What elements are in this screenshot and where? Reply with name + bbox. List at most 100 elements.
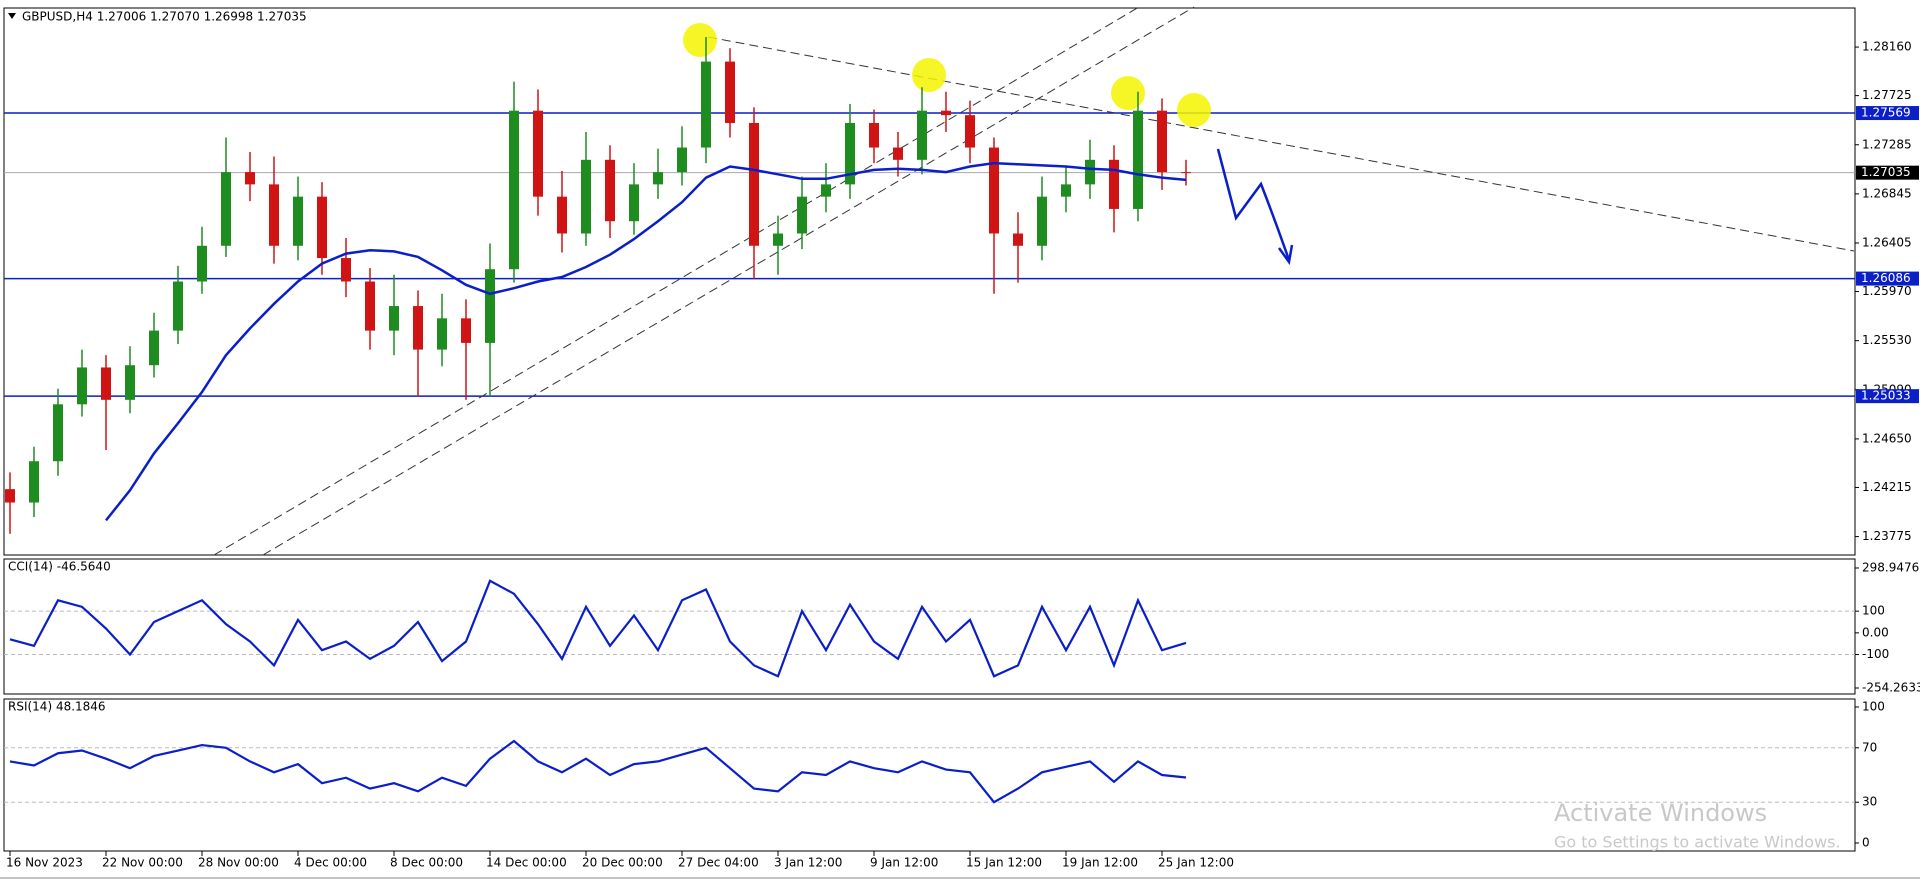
- candle-body: [317, 196, 327, 259]
- x-tick-label: 15 Jan 12:00: [966, 856, 1042, 870]
- candle-body: [269, 184, 279, 246]
- candle-body: [77, 367, 87, 405]
- y-tick-label: 298.9476: [1862, 561, 1919, 575]
- candle-body: [293, 196, 303, 246]
- y-tick-label: 30: [1862, 795, 1877, 809]
- candle-body: [341, 258, 351, 282]
- candle-body: [893, 147, 903, 160]
- candle-body: [173, 281, 183, 331]
- peak-marker: [912, 58, 946, 92]
- candle-body: [125, 365, 135, 400]
- candle-body: [1109, 159, 1119, 209]
- x-tick-label: 16 Nov 2023: [6, 856, 83, 870]
- candle-body: [221, 172, 231, 246]
- candle-body: [365, 281, 375, 331]
- y-tick-label: 70: [1862, 740, 1877, 754]
- y-tick-label: 1.25530: [1862, 333, 1912, 347]
- panel-frame: [3, 558, 1856, 695]
- candle-body: [101, 367, 111, 400]
- y-tick-label: 1.28160: [1862, 40, 1912, 54]
- peak-marker: [683, 23, 717, 57]
- channel-line: [262, 6, 1195, 556]
- highlights: [683, 23, 1211, 127]
- level-label: 1.27569: [1861, 106, 1911, 120]
- moving-average: [105, 161, 1187, 522]
- y-tick-label: 100: [1862, 700, 1885, 714]
- candle-body: [1181, 172, 1191, 174]
- peak-marker: [1177, 93, 1211, 127]
- x-tick-label: 19 Jan 12:00: [1062, 856, 1138, 870]
- candle-body: [797, 196, 807, 234]
- x-tick-label: 22 Nov 00:00: [102, 856, 183, 870]
- y-tick-label: 1.23775: [1862, 529, 1912, 543]
- candle-body: [773, 233, 783, 246]
- candle-body: [917, 110, 927, 160]
- chart-title: GBPUSD,H4 1.27006 1.27070 1.26998 1.2703…: [22, 10, 307, 24]
- candle-body: [965, 115, 975, 148]
- y-tick-label: 1.24650: [1862, 431, 1912, 445]
- candle-body: [197, 245, 207, 282]
- panel-frame: [3, 7, 1856, 556]
- candle-body: [725, 61, 735, 123]
- candle-body: [485, 269, 495, 343]
- x-tick-label: 27 Dec 04:00: [678, 856, 759, 870]
- menu-triangle: [8, 13, 16, 19]
- candle-body: [1061, 184, 1071, 197]
- panel-title: RSI(14) 48.1846: [8, 700, 106, 714]
- candle-body: [437, 318, 447, 350]
- candle-body: [581, 159, 591, 234]
- level-label: 1.25033: [1861, 389, 1911, 403]
- y-tick-label: 1.27285: [1862, 137, 1912, 151]
- y-tick-label: -254.2633: [1862, 681, 1920, 695]
- candle-body: [53, 404, 63, 462]
- arrow-path: [1216, 148, 1291, 261]
- channel-line: [213, 6, 1140, 556]
- candle-body: [653, 172, 663, 185]
- candle-body: [461, 318, 471, 343]
- indicator-line: [9, 579, 1187, 678]
- candle-body: [149, 330, 159, 366]
- level-label-box: [1856, 389, 1919, 404]
- candle-body: [677, 147, 687, 173]
- candle-body: [557, 196, 567, 234]
- candle-body: [869, 122, 879, 148]
- candle-body: [533, 110, 543, 197]
- x-tick-label: 3 Jan 12:00: [774, 856, 842, 870]
- candle-body: [1037, 196, 1047, 246]
- candle-body: [845, 122, 855, 185]
- x-tick-label: 20 Dec 00:00: [582, 856, 663, 870]
- watermark-title: Activate Windows: [1554, 799, 1767, 827]
- candle-body: [749, 122, 759, 246]
- x-tick-label: 28 Nov 00:00: [198, 856, 279, 870]
- y-tick-label: 0.00: [1862, 625, 1889, 639]
- watermark: Activate Windows Go to Settings to activ…: [1554, 799, 1841, 852]
- candle-body: [1133, 110, 1143, 209]
- y-tick-label: 1.27725: [1862, 88, 1912, 102]
- candle-body: [821, 184, 831, 197]
- candle-body: [605, 159, 615, 222]
- x-tick-label: 8 Dec 00:00: [390, 856, 463, 870]
- resistance-trendline: [707, 36, 1855, 252]
- x-tick-label: 4 Dec 00:00: [294, 856, 367, 870]
- x-tick-label: 25 Jan 12:00: [1158, 856, 1234, 870]
- watermark-subtitle: Go to Settings to activate Windows.: [1554, 833, 1841, 852]
- level-label-box: [1856, 271, 1919, 286]
- candle-body: [413, 306, 423, 350]
- arrow-head: [1277, 244, 1294, 266]
- y-tick-label: 0: [1862, 836, 1870, 850]
- candle-body: [1013, 233, 1023, 246]
- candle-body: [1085, 159, 1095, 185]
- current-price-label: 1.27035: [1861, 165, 1911, 179]
- forecast-arrow: [1216, 148, 1294, 266]
- candle-body: [1157, 110, 1167, 173]
- y-tick-label: -100: [1862, 647, 1889, 661]
- y-tick-label: 1.24215: [1862, 480, 1912, 494]
- trendlines: [213, 6, 1855, 556]
- x-tick-label: 9 Jan 12:00: [870, 856, 938, 870]
- candle-body: [5, 489, 15, 503]
- level-label: 1.26086: [1861, 271, 1911, 285]
- candle-body: [389, 306, 399, 331]
